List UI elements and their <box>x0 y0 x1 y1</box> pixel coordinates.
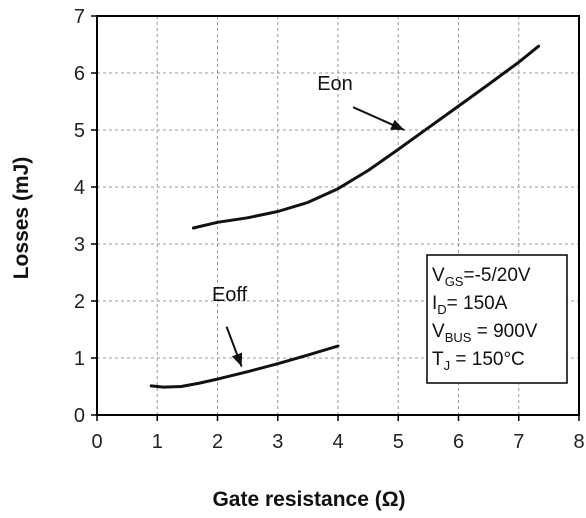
annotation-label-eon: Eon <box>317 73 353 95</box>
series-line-eoff <box>149 344 340 389</box>
tick-layer: 0 1 2 3 4 5 6 7 8 0 1 2 3 4 5 6 7 <box>74 6 585 453</box>
annotation-arrowhead-eoff <box>231 352 243 367</box>
x-tick-label: 2 <box>212 431 223 453</box>
y-tick-label: 6 <box>74 63 85 85</box>
legend-line-main: T <box>432 349 444 370</box>
y-tick-label: 0 <box>74 405 85 427</box>
y-axis-title: Losses (mJ) <box>10 157 33 280</box>
legend-line-main: V <box>432 321 445 342</box>
legend-line: TJ = 150°C <box>432 349 525 373</box>
x-tick-label: 0 <box>91 431 102 453</box>
legend-line-subscript: D <box>437 302 446 317</box>
y-tick-label: 5 <box>74 120 85 142</box>
legend-line-value: =-5/20V <box>463 265 530 286</box>
x-tick-label: 6 <box>453 431 464 453</box>
legend-line-value: = 150°C <box>450 349 525 370</box>
x-tick-label: 3 <box>272 431 283 453</box>
legend-line-main: I <box>432 293 437 314</box>
x-tick-label: 7 <box>513 431 524 453</box>
annotation-arrowhead-eon <box>390 119 405 130</box>
legend-line-subscript: GS <box>445 274 464 289</box>
legend-line-main: V <box>432 265 445 286</box>
legend-line-value: = 150A <box>447 293 508 314</box>
legend-line: VGS=-5/20V <box>432 265 531 289</box>
legend-line-subscript: J <box>444 358 451 373</box>
x-tick-label: 4 <box>332 431 343 453</box>
x-axis-title: Gate resistance (Ω) <box>212 488 405 511</box>
legend-line-subscript: BUS <box>445 330 472 345</box>
legend-line-value: = 900V <box>471 321 537 342</box>
series-layer <box>149 44 541 389</box>
x-tick-label: 1 <box>152 431 163 453</box>
annotation-label-eoff: Eoff <box>212 284 248 306</box>
series-line-eon <box>191 44 541 230</box>
x-tick-label: 8 <box>573 431 584 453</box>
legend-line: VBUS = 900V <box>432 321 538 345</box>
x-tick-label: 5 <box>393 431 404 453</box>
y-tick-label: 4 <box>74 177 85 199</box>
y-tick-label: 3 <box>74 234 85 256</box>
y-tick-label: 7 <box>74 6 85 28</box>
y-tick-label: 2 <box>74 291 85 313</box>
annotation-layer: Eon Eoff <box>212 73 405 367</box>
legend-line: ID= 150A <box>432 293 508 317</box>
y-tick-label: 1 <box>74 348 85 370</box>
legend-frame <box>426 254 568 384</box>
